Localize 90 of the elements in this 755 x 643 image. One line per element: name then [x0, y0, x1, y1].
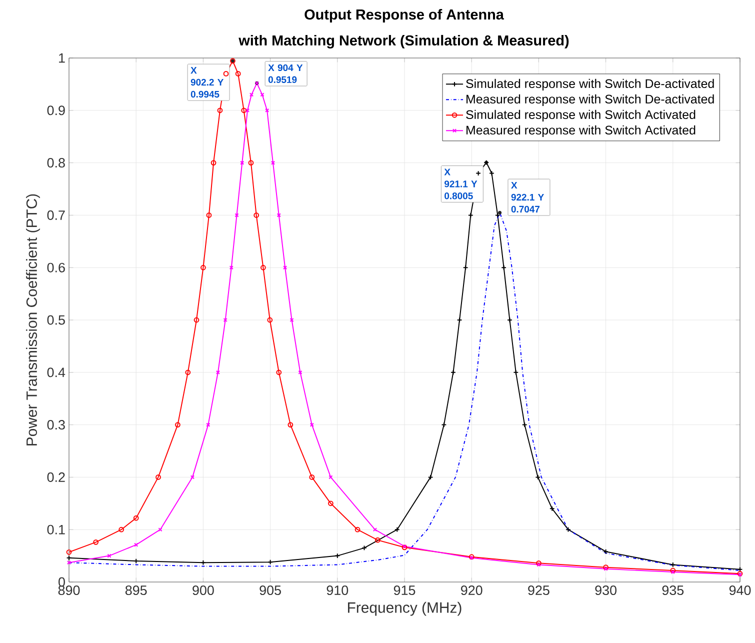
point [268, 559, 273, 565]
annotation: X 922.1 Y 0.7047 [511, 182, 544, 213]
point [93, 539, 99, 545]
point [468, 212, 474, 218]
point [566, 526, 571, 532]
y-tick-label: 0.9 [47, 106, 65, 116]
legend-label: Simulated response with Switch De-activated [466, 78, 714, 90]
y-tick-label: 0.7 [47, 210, 65, 220]
point [494, 212, 500, 218]
annotation: X 902.2 Y 0.9945 [190, 67, 224, 98]
y-tick-label: 0.2 [47, 472, 65, 482]
x-tick-label: 915 [394, 586, 416, 596]
point [235, 71, 241, 76]
point [334, 553, 340, 558]
point [354, 526, 360, 532]
point [200, 560, 206, 566]
point [536, 560, 542, 566]
point [276, 213, 281, 218]
point [267, 317, 273, 323]
y-tick-label: 0.4 [47, 368, 66, 378]
point [248, 160, 254, 166]
x-tick-label: 910 [326, 586, 348, 596]
point [223, 318, 228, 322]
point [309, 474, 315, 480]
point [670, 568, 676, 574]
point [185, 370, 191, 376]
point [522, 422, 528, 428]
legend-label: Measured response with Switch De-activated [466, 94, 714, 106]
point [283, 266, 288, 270]
x-tick-label: 895 [125, 586, 147, 596]
point [241, 108, 247, 114]
legend-label: Measured response with Switch Activated [466, 125, 696, 137]
x-tick-label: 935 [662, 586, 684, 596]
x-tick-label: 900 [192, 586, 214, 596]
y-tick-label: 0.5 [47, 315, 65, 325]
point [107, 554, 112, 558]
point [245, 108, 250, 112]
x-tick-label: 920 [461, 586, 482, 596]
y-tick-label: 1 [59, 53, 65, 63]
annotation: X 904 Y 0.9519 [268, 64, 303, 84]
point [223, 71, 229, 76]
point [260, 264, 266, 270]
chart-subtitle: with Matching Network (Simulation & Measured) [238, 34, 569, 48]
point [260, 92, 264, 97]
point [535, 474, 541, 480]
point [362, 545, 367, 551]
point [394, 526, 400, 532]
point [254, 212, 260, 218]
legend-label: Simulated response with Switch Activated [466, 110, 696, 122]
chart-title: Output Response of Antenna [304, 9, 504, 22]
point [265, 108, 270, 112]
point [489, 170, 494, 176]
y-tick-label: 0.1 [47, 524, 65, 534]
point [462, 264, 468, 270]
y-tick-label: 0.3 [47, 420, 65, 430]
point [194, 317, 200, 323]
point [328, 500, 334, 506]
point [450, 370, 456, 376]
point [175, 422, 180, 428]
point [374, 537, 380, 543]
point [670, 562, 676, 568]
point [513, 370, 519, 376]
point [217, 108, 223, 114]
y-tick-label: 0.6 [47, 262, 65, 272]
point [328, 475, 333, 480]
point [133, 515, 139, 521]
point [536, 562, 541, 567]
y-tick-label: 0.8 [47, 158, 65, 168]
x-tick-label: 925 [528, 586, 550, 596]
point [206, 212, 212, 218]
x-tick-label: 930 [595, 586, 616, 596]
point [276, 370, 282, 376]
annotation: X 921.1 Y 0.8005 [444, 168, 478, 200]
x-tick-label: 890 [58, 586, 80, 596]
point [206, 422, 210, 427]
x-tick-label: 905 [260, 586, 281, 596]
point [372, 528, 378, 532]
point [118, 526, 124, 532]
point [216, 370, 220, 374]
point [288, 422, 294, 428]
x-tick-label: 940 [729, 586, 751, 596]
point [249, 92, 254, 97]
point [240, 160, 244, 165]
point [156, 474, 161, 480]
point [234, 213, 239, 218]
point [210, 160, 216, 166]
y-axis-title: Power Transmission Coefficient (PTC) [26, 194, 40, 446]
point [603, 548, 608, 554]
point [200, 264, 206, 270]
x-axis-title: Frequency (MHz) [348, 602, 462, 616]
